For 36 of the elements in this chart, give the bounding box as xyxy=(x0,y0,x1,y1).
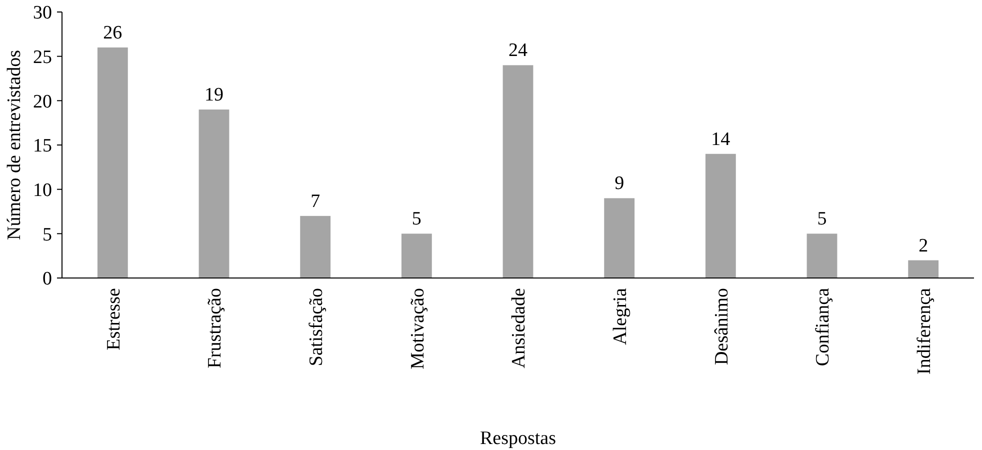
data-label: 7 xyxy=(310,190,320,212)
y-tick-label: 25 xyxy=(33,46,52,68)
data-label: 5 xyxy=(817,208,827,230)
data-label: 2 xyxy=(918,235,928,256)
x-tick-label: Alegria xyxy=(610,287,631,345)
bar xyxy=(198,110,230,278)
bar xyxy=(908,260,939,278)
y-axis-title: Número de entrevistados xyxy=(4,50,25,240)
x-axis-title: Respostas xyxy=(480,428,556,449)
x-tick-label: Satisfação xyxy=(306,288,327,366)
data-label: 19 xyxy=(204,84,224,106)
data-label: 14 xyxy=(711,128,731,150)
y-tick-label: 15 xyxy=(33,136,52,157)
bar xyxy=(300,216,331,278)
data-label: 26 xyxy=(103,22,122,44)
bar xyxy=(806,234,838,278)
data-label: 24 xyxy=(508,40,528,62)
y-tick-label: 30 xyxy=(33,2,52,24)
x-tick-label: Indiferença xyxy=(914,287,935,374)
y-tick-label: 0 xyxy=(42,268,52,290)
y-tick-label: 10 xyxy=(33,180,52,201)
x-tick-label: Frustração xyxy=(204,288,226,368)
x-tick-label: Ansiedade xyxy=(508,288,530,368)
bar xyxy=(401,234,432,278)
data-label: 5 xyxy=(412,208,422,230)
x-tick-label: Motivação xyxy=(407,288,428,370)
y-tick-label: 20 xyxy=(33,91,52,112)
bar xyxy=(604,198,635,278)
bar xyxy=(705,154,736,278)
x-tick-label: Desânimo xyxy=(711,288,732,366)
y-tick-label: 5 xyxy=(42,224,52,246)
bar xyxy=(502,65,534,278)
x-tick-label: Estresse xyxy=(103,288,124,350)
bar xyxy=(97,47,128,278)
x-tick-label: Confiança xyxy=(812,287,834,366)
data-label: 9 xyxy=(614,173,624,194)
